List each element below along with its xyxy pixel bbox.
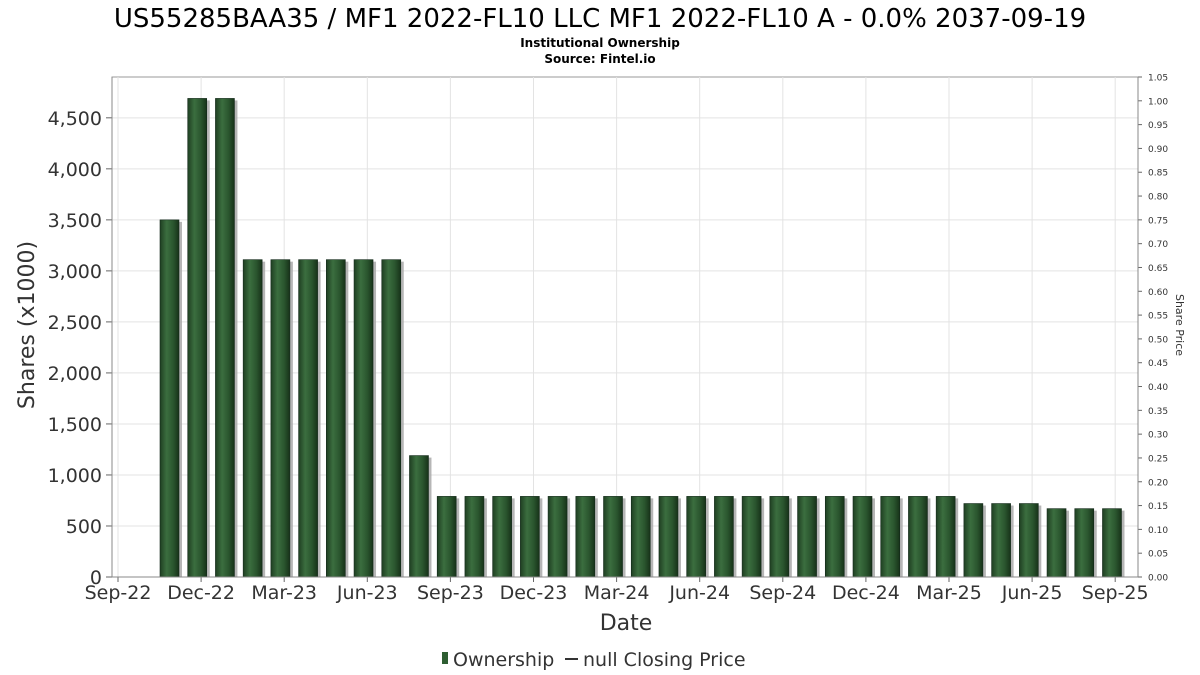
plot-area: 0 500 1,000 1,500 2,000 2,500 3,000 3,500 4,000 4… bbox=[48, 74, 1169, 605]
y2-tick-label: 0.10 bbox=[1148, 526, 1168, 536]
y-tick-label: 2,500 bbox=[48, 312, 102, 334]
ownership-bar bbox=[603, 496, 623, 578]
x-tick-label: Mar-23 bbox=[251, 582, 317, 604]
y2-tick-label: 0.75 bbox=[1148, 216, 1168, 226]
ownership-bar bbox=[326, 259, 346, 578]
ownership-bar bbox=[492, 496, 512, 578]
x-tick-label: Dec-24 bbox=[832, 582, 900, 604]
y-tick-label: 4,000 bbox=[48, 159, 102, 181]
ownership-bar bbox=[991, 503, 1011, 578]
y2-tick-label: 0.30 bbox=[1148, 431, 1168, 441]
ownership-bar bbox=[159, 219, 180, 578]
ownership-bar bbox=[1102, 508, 1122, 578]
ownership-bar bbox=[630, 496, 651, 578]
ownership-bar bbox=[464, 496, 485, 578]
y-tick-label: 4,500 bbox=[48, 108, 102, 130]
ownership-bar bbox=[714, 496, 734, 578]
ownership-bar bbox=[520, 496, 540, 578]
x-tick-label: Mar-24 bbox=[584, 582, 650, 604]
x-tick-label: Dec-23 bbox=[500, 582, 568, 604]
legend-price-label: null Closing Price bbox=[583, 649, 746, 671]
legend: Ownership null Closing Price bbox=[442, 649, 746, 671]
y-tick-label: 1,000 bbox=[48, 465, 102, 487]
ownership-bar bbox=[880, 496, 901, 578]
y-tick-label: 500 bbox=[66, 516, 102, 538]
x-tick-label: Dec-22 bbox=[167, 582, 235, 604]
y2-tick-label: 0.45 bbox=[1148, 359, 1168, 369]
y2-tick-label: 0.95 bbox=[1148, 121, 1168, 131]
ownership-bar bbox=[769, 496, 790, 578]
y2-tick-label: 0.00 bbox=[1148, 574, 1168, 584]
y2-tick-label: 0.80 bbox=[1148, 193, 1168, 203]
y-tick-label: 2,000 bbox=[48, 363, 102, 385]
ownership-bar bbox=[547, 496, 568, 578]
ownership-bar bbox=[575, 496, 596, 578]
ownership-bar bbox=[741, 496, 762, 578]
ownership-bar bbox=[381, 259, 402, 578]
ownership-bar bbox=[409, 455, 429, 578]
ownership-bar bbox=[298, 259, 318, 578]
chart-title: US55285BAA35 / MF1 2022-FL10 LLC MF1 202… bbox=[114, 4, 1086, 34]
legend-ownership-label: Ownership bbox=[453, 649, 554, 671]
y-tick-label: 3,000 bbox=[48, 261, 102, 283]
x-tick-label: Mar-25 bbox=[916, 582, 982, 604]
y2-tick-label: 0.55 bbox=[1148, 312, 1168, 322]
ownership-bar bbox=[908, 496, 928, 578]
y2-tick-label: 0.85 bbox=[1148, 169, 1168, 179]
ownership-bar bbox=[824, 496, 845, 578]
ownership-bar bbox=[1019, 503, 1039, 578]
y2-tick-label: 1.00 bbox=[1148, 97, 1168, 107]
y-axis-label: Shares (x1000) bbox=[15, 241, 40, 409]
ownership-bar bbox=[658, 496, 679, 578]
ownership-bar bbox=[436, 496, 457, 578]
y2-tick-label: 0.35 bbox=[1148, 407, 1168, 417]
y2-tick-label: 0.70 bbox=[1148, 240, 1168, 250]
y2-tick-label: 0.05 bbox=[1148, 550, 1168, 560]
y-tick-label: 3,500 bbox=[48, 210, 102, 232]
ownership-bar bbox=[852, 496, 873, 578]
x-tick-label: Jun-23 bbox=[336, 582, 398, 604]
ownership-bar bbox=[1046, 508, 1067, 578]
ownership-bar bbox=[1074, 508, 1095, 578]
chart-subtitle: Institutional Ownership bbox=[520, 36, 680, 50]
x-axis-label: Date bbox=[600, 611, 653, 636]
ownership-bar bbox=[963, 503, 984, 578]
ownership-bar bbox=[935, 496, 956, 578]
ownership-bar bbox=[242, 259, 263, 578]
ownership-bar bbox=[270, 259, 291, 578]
x-tick-label: Sep-22 bbox=[85, 582, 152, 604]
x-tick-label: Sep-24 bbox=[749, 582, 816, 604]
ownership-bar bbox=[353, 259, 374, 578]
y2-tick-label: 0.40 bbox=[1148, 383, 1168, 393]
legend-ownership-swatch bbox=[442, 652, 448, 664]
y-tick-label: 1,500 bbox=[48, 414, 102, 436]
ownership-bar bbox=[686, 496, 706, 578]
x-tick-label: Jun-25 bbox=[1001, 582, 1063, 604]
y2-tick-label: 0.65 bbox=[1148, 264, 1168, 274]
ownership-bar bbox=[215, 98, 235, 578]
y2-tick-label: 1.05 bbox=[1148, 74, 1168, 84]
x-tick-label: Sep-25 bbox=[1082, 582, 1149, 604]
y2-tick-label: 0.25 bbox=[1148, 454, 1168, 464]
y2-tick-label: 0.90 bbox=[1148, 145, 1168, 155]
y2-axis-label: Share Price bbox=[1173, 294, 1186, 356]
y2-tick-label: 0.15 bbox=[1148, 502, 1168, 512]
x-tick-label: Jun-24 bbox=[668, 582, 730, 604]
chart-source: Source: Fintel.io bbox=[544, 52, 655, 66]
x-tick-label: Sep-23 bbox=[417, 582, 484, 604]
y2-tick-label: 0.60 bbox=[1148, 288, 1168, 298]
ownership-bar bbox=[187, 98, 208, 578]
y2-tick-label: 0.50 bbox=[1148, 335, 1168, 345]
ownership-bar bbox=[797, 496, 817, 578]
y2-tick-label: 0.20 bbox=[1148, 478, 1168, 488]
y-tick-label: 0 bbox=[90, 567, 102, 589]
